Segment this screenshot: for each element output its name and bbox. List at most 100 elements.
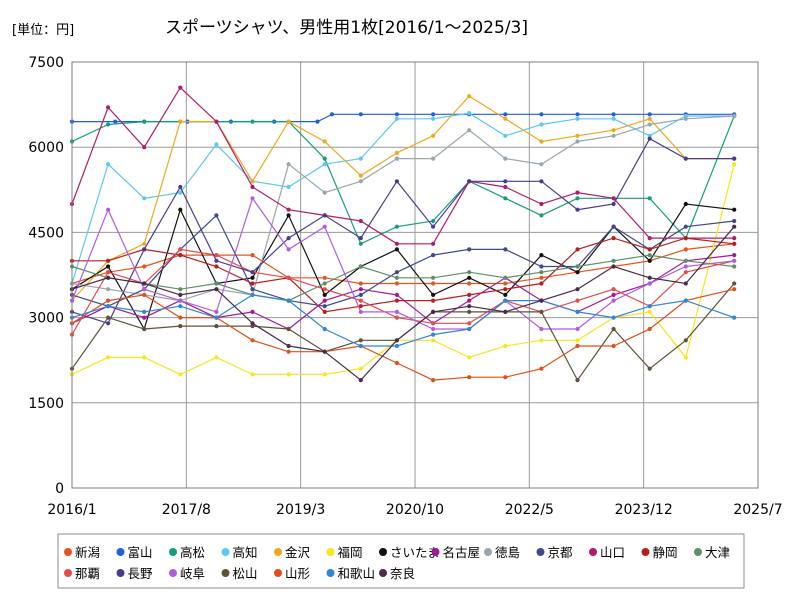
legend-item: 高松: [169, 545, 205, 560]
data-point: [142, 326, 147, 332]
data-point: [178, 324, 183, 329]
data-point: [142, 264, 147, 269]
data-point: [322, 372, 327, 377]
data-point: [539, 275, 544, 280]
legend-label: 奈良: [390, 566, 415, 581]
legend-label: 静岡: [653, 545, 678, 560]
data-point: [647, 116, 652, 121]
y-tick-label: 3000: [28, 311, 64, 327]
data-point: [647, 326, 652, 332]
gridlines: [72, 62, 758, 488]
data-point: [647, 366, 652, 371]
data-point: [286, 207, 291, 212]
data-point: [286, 184, 291, 190]
data-point: [358, 343, 363, 349]
data-point: [683, 116, 688, 121]
data-point: [106, 258, 111, 263]
data-point: [732, 156, 737, 161]
data-point: [683, 281, 688, 286]
data-point: [322, 309, 327, 314]
data-point: [431, 241, 436, 246]
data-point: [394, 281, 399, 286]
data-point: [214, 287, 219, 292]
legend-item: 山口: [589, 545, 625, 560]
data-point: [214, 309, 219, 314]
legend-marker: [169, 548, 177, 556]
legend-marker: [379, 569, 387, 577]
data-point: [431, 332, 436, 337]
data-point: [322, 287, 327, 292]
data-point: [214, 264, 219, 269]
legend-item: 那覇: [64, 566, 100, 581]
data-point: [394, 309, 399, 314]
x-tick-label: 2016/1: [47, 502, 96, 518]
data-point: [178, 298, 183, 303]
data-point: [575, 196, 580, 201]
data-point: [503, 133, 508, 138]
legend-marker: [536, 548, 545, 556]
data-point: [575, 133, 580, 138]
data-point: [431, 112, 436, 117]
data-point: [431, 253, 436, 258]
x-tick-label: 2023/12: [615, 502, 673, 518]
data-point: [322, 304, 327, 309]
series-山口: [69, 85, 737, 246]
data-point: [286, 213, 291, 218]
legend-label: 高知: [233, 545, 258, 560]
data-point: [322, 213, 327, 218]
legend-item: 福岡: [326, 545, 363, 560]
data-point: [431, 292, 436, 297]
data-point: [106, 270, 111, 275]
data-point: [431, 309, 436, 314]
data-point: [611, 196, 616, 201]
data-point: [647, 236, 652, 241]
data-point: [394, 179, 399, 184]
data-point: [611, 343, 616, 349]
data-point: [647, 258, 652, 263]
data-point: [575, 139, 580, 144]
data-point: [683, 247, 688, 252]
data-point: [611, 112, 616, 117]
data-point: [683, 355, 688, 360]
series-奈良: [69, 224, 737, 383]
data-point: [178, 292, 183, 297]
data-point: [503, 196, 508, 201]
data-point: [358, 366, 363, 371]
data-point: [467, 94, 472, 99]
legend-label: さいたま: [390, 545, 440, 560]
data-point: [503, 179, 508, 184]
data-point: [286, 349, 291, 354]
data-point: [106, 355, 111, 360]
legend-marker: [326, 548, 335, 556]
data-point: [539, 213, 544, 218]
data-point: [106, 275, 111, 280]
y-tick-label: 1500: [28, 396, 64, 412]
data-point: [394, 247, 399, 252]
legend-marker: [274, 569, 282, 577]
data-point: [732, 207, 737, 212]
legend-label: 金沢: [285, 545, 311, 560]
data-point: [322, 190, 327, 195]
data-point: [503, 156, 508, 161]
data-point: [214, 213, 219, 218]
data-point: [611, 298, 616, 303]
data-point: [106, 304, 111, 309]
legend-marker: [64, 569, 72, 577]
data-point: [732, 162, 737, 167]
data-point: [575, 309, 580, 314]
data-point: [575, 247, 580, 252]
data-point: [467, 270, 472, 275]
data-point: [286, 326, 291, 332]
data-point: [503, 275, 508, 280]
data-point: [611, 201, 616, 207]
data-point: [250, 119, 255, 124]
data-point: [178, 247, 183, 252]
data-point: [106, 315, 111, 320]
data-point: [575, 298, 580, 303]
data-point: [575, 264, 580, 269]
data-point: [358, 287, 363, 292]
data-point: [250, 338, 255, 343]
data-point: [358, 338, 363, 343]
data-point: [467, 375, 472, 380]
data-point: [575, 190, 580, 195]
